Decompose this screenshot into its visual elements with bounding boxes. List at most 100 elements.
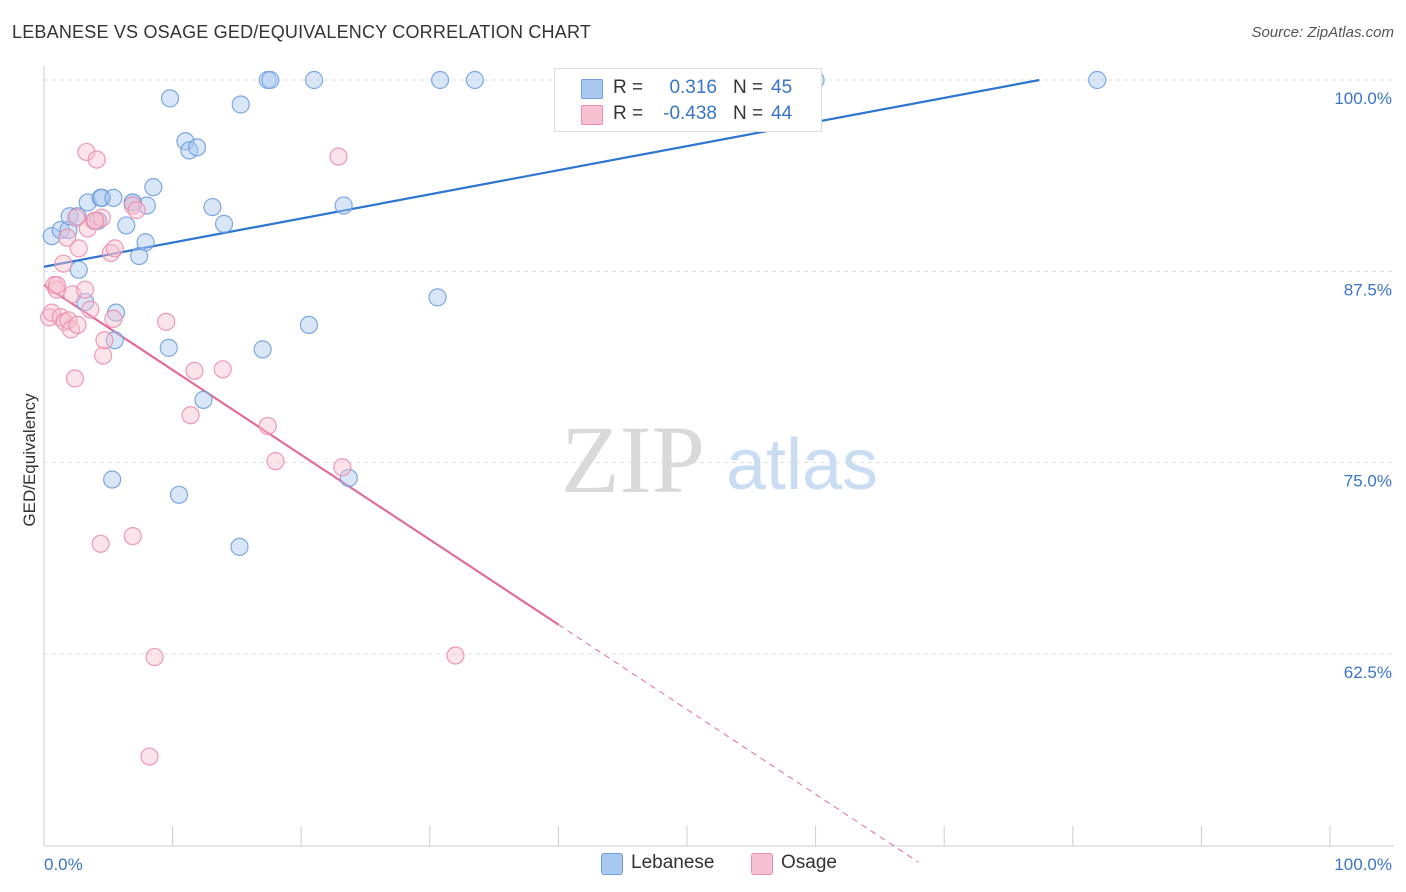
point-osage	[58, 228, 77, 247]
point-lebanese	[465, 70, 484, 90]
point-lebanese	[304, 70, 324, 90]
point-osage	[69, 239, 88, 258]
legend-r-label: R =	[613, 103, 644, 124]
point-osage	[42, 303, 61, 322]
legend-label-lebanese: Lebanese	[631, 852, 715, 873]
data-points	[40, 70, 1107, 766]
trend-lines	[43, 78, 1040, 863]
tick-labels: 62.5% 75.0% 87.5% 100.0% 0.0% 100.0%	[44, 89, 1392, 874]
point-osage	[65, 369, 84, 388]
point-lebanese	[299, 315, 319, 335]
point-osage	[157, 312, 176, 331]
point-lebanese	[334, 196, 353, 215]
point-osage	[446, 646, 465, 665]
y-tick-label: 75.0%	[1344, 472, 1392, 491]
y-tick-label: 100.0%	[1334, 89, 1392, 108]
watermark: ZIP atlas	[561, 406, 878, 513]
point-lebanese	[159, 338, 178, 357]
watermark-atlas: atlas	[726, 425, 878, 505]
point-osage	[54, 254, 73, 273]
legend-n-label: N =	[733, 77, 764, 98]
point-osage	[47, 276, 66, 295]
point-osage	[91, 534, 110, 553]
point-osage	[266, 452, 285, 471]
legend-r-label: R =	[613, 77, 644, 98]
point-lebanese	[339, 468, 358, 488]
point-osage	[68, 315, 87, 335]
point-osage	[123, 527, 142, 546]
point-osage	[67, 208, 86, 227]
point-osage	[94, 346, 113, 365]
point-lebanese	[194, 390, 213, 410]
watermark-zip: ZIP	[561, 406, 705, 513]
y-tick-label: 62.5%	[1344, 663, 1392, 682]
legend-swatch-lebanese	[601, 853, 623, 875]
point-osage	[87, 150, 106, 169]
point-lebanese	[105, 331, 124, 350]
point-lebanese	[430, 70, 450, 90]
point-osage	[145, 647, 164, 667]
point-osage	[76, 280, 95, 299]
legend-n-label: N =	[733, 103, 764, 124]
trend-line-osage	[43, 284, 560, 626]
legend-swatch-osage	[581, 105, 603, 125]
point-osage	[104, 309, 123, 328]
point-osage	[61, 320, 81, 339]
trend-line-lebanese	[43, 78, 1040, 268]
trend-line-extension-osage	[558, 624, 919, 863]
point-lebanese	[136, 233, 155, 252]
point-lebanese	[1088, 70, 1107, 90]
point-osage	[329, 147, 348, 166]
legend-r-value: -0.438	[663, 103, 717, 124]
point-lebanese	[137, 196, 156, 215]
point-lebanese	[214, 214, 234, 233]
point-osage	[127, 201, 146, 220]
legend-n-value: 45	[771, 77, 793, 98]
x-tick-label: 100.0%	[1334, 855, 1392, 874]
point-lebanese	[231, 95, 250, 114]
point-lebanese	[160, 89, 180, 108]
legend-swatch-lebanese	[581, 79, 603, 99]
legend-r-value: 0.316	[669, 77, 717, 98]
point-osage	[333, 458, 352, 477]
point-osage	[86, 211, 105, 230]
point-lebanese	[60, 207, 79, 226]
point-lebanese	[104, 188, 123, 207]
point-osage	[185, 361, 204, 380]
point-lebanese	[103, 470, 122, 489]
point-lebanese	[230, 537, 249, 556]
legend-label-osage: Osage	[781, 852, 837, 873]
point-lebanese	[42, 227, 61, 246]
point-lebanese	[144, 178, 163, 197]
point-lebanese	[69, 260, 88, 279]
legend-swatch-osage	[751, 853, 773, 875]
series-legend: Lebanese Osage	[0, 852, 1406, 878]
point-lebanese	[176, 132, 195, 151]
point-osage	[213, 360, 232, 379]
point-osage	[77, 142, 96, 162]
point-lebanese	[203, 197, 222, 217]
point-lebanese	[253, 340, 272, 359]
source-attribution: Source: ZipAtlas.com	[1251, 24, 1394, 41]
point-lebanese	[428, 288, 447, 307]
chart-title: LEBANESE VS OSAGE GED/EQUIVALENCY CORREL…	[12, 22, 592, 42]
point-osage	[95, 331, 114, 350]
grid-lines	[44, 79, 1394, 655]
point-osage	[105, 239, 124, 258]
y-tick-label: 87.5%	[1344, 280, 1392, 299]
legend-row-lebanese: R = 0.316 N = 45	[555, 75, 821, 101]
point-osage	[140, 747, 159, 766]
point-osage	[258, 416, 277, 436]
legend-row-osage: R = -0.438 N = 44	[555, 101, 821, 127]
point-osage	[81, 300, 100, 319]
point-lebanese	[261, 70, 280, 90]
point-lebanese	[169, 485, 189, 504]
axes	[43, 66, 1394, 847]
legend-n-value: 44	[771, 103, 793, 124]
x-tick-label: 0.0%	[44, 855, 83, 874]
point-osage	[181, 406, 200, 425]
point-lebanese	[187, 138, 207, 157]
stats-legend: R = 0.316 N = 45 R = -0.438 N = 44	[554, 68, 822, 132]
point-lebanese	[117, 216, 136, 235]
